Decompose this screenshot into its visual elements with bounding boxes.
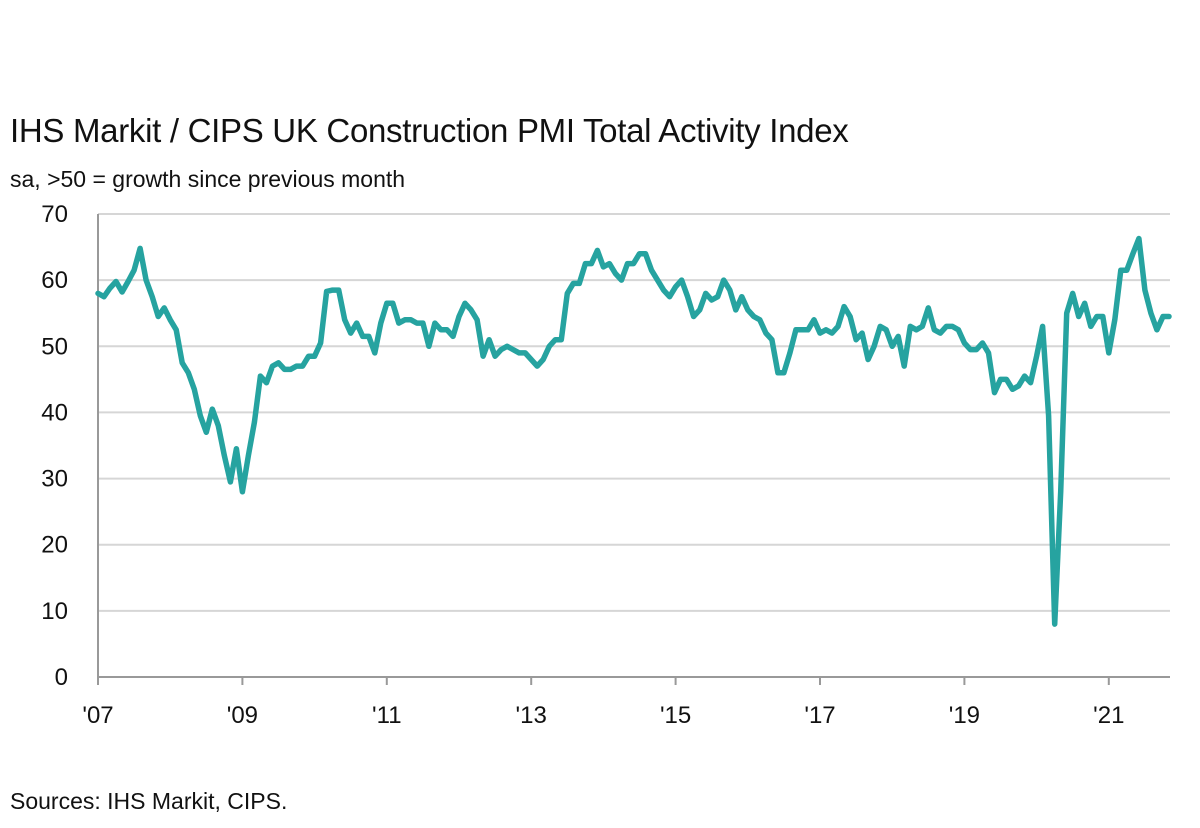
series-line-0 xyxy=(95,235,1172,627)
y-tick-label: 20 xyxy=(41,532,68,559)
grid-lines xyxy=(98,213,1170,612)
x-tick-label: '07 xyxy=(82,702,113,729)
x-axis: '07 '09 '11 '13 '15 '17 '19 '21 xyxy=(82,676,1170,729)
x-tick-label: '21 xyxy=(1093,702,1124,729)
chart-subtitle: sa, >50 = growth since previous month xyxy=(10,166,406,192)
y-tick-label: 0 xyxy=(55,664,68,691)
x-tick-label: '13 xyxy=(516,702,547,729)
y-tick-label: 40 xyxy=(41,399,68,426)
y-tick-label: 10 xyxy=(41,598,68,625)
source-note: Sources: IHS Markit, CIPS. xyxy=(10,788,288,814)
x-tick-label: '11 xyxy=(372,702,402,729)
x-tick-label: '17 xyxy=(804,702,835,729)
series-group xyxy=(95,235,1172,627)
chart-title: IHS Markit / CIPS UK Construction PMI To… xyxy=(10,112,849,149)
y-tick-label: 30 xyxy=(41,466,68,493)
y-tick-label: 70 xyxy=(41,201,68,228)
x-tick-label: '09 xyxy=(227,702,258,729)
x-tick-label: '15 xyxy=(660,702,691,729)
y-tick-label: 50 xyxy=(41,333,68,360)
x-tick-label: '19 xyxy=(949,702,980,729)
y-tick-label: 60 xyxy=(41,267,68,294)
y-axis: 0 10 20 30 40 50 60 70 xyxy=(41,201,99,691)
